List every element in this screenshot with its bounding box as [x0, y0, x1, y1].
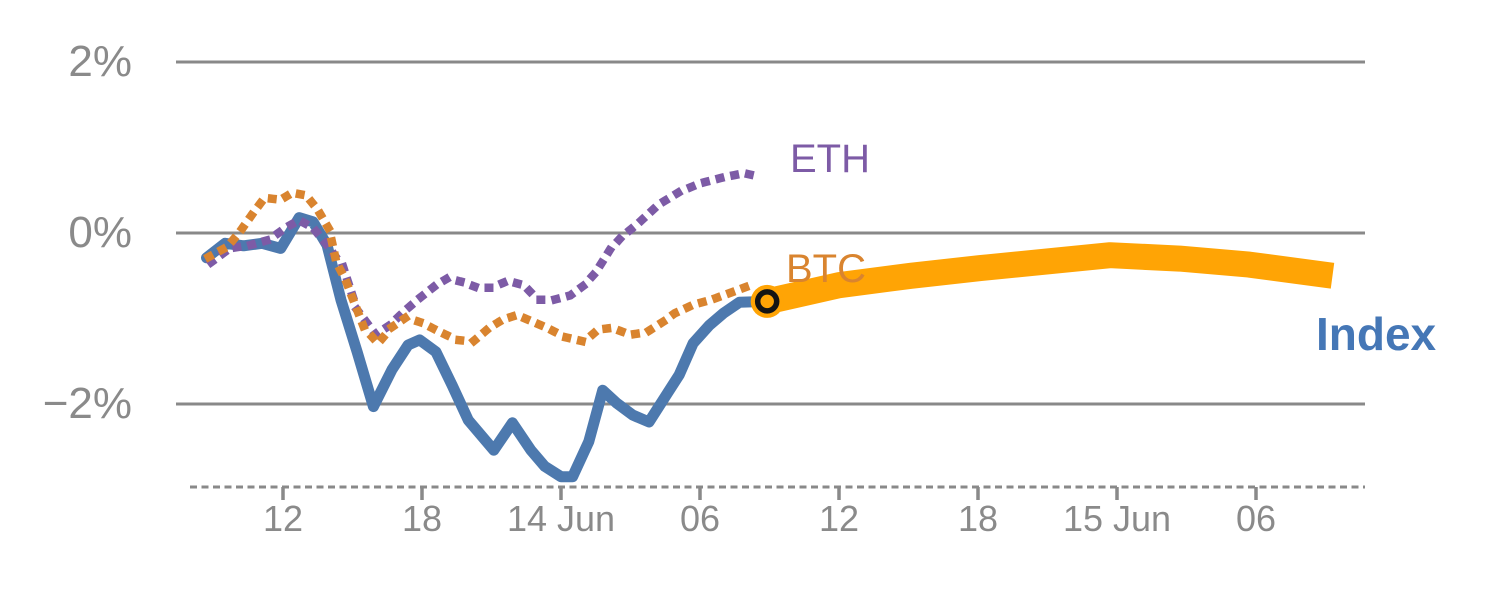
y-tick-label: 2% [68, 37, 132, 86]
y-axis-labels: 2% 0% −2% [43, 37, 132, 428]
x-tick-label: 15 Jun [1063, 498, 1171, 539]
index-projection-line [764, 242, 1335, 315]
eth-label: ETH [790, 137, 870, 181]
x-tick-label: 12 [263, 498, 303, 539]
x-tick-label: 18 [402, 498, 442, 539]
index-label: Index [1316, 308, 1437, 360]
index-line [201, 212, 773, 483]
x-tick-label: 12 [819, 498, 859, 539]
btc-line [203, 188, 755, 348]
y-tick-label: 0% [68, 208, 132, 257]
x-tick-label: 06 [1236, 498, 1276, 539]
eth-line [205, 168, 768, 339]
x-tick-label: 18 [958, 498, 998, 539]
btc-label: BTC [786, 247, 866, 291]
current-point-marker [750, 284, 784, 318]
marker-ring [754, 289, 780, 314]
y-tick-label: −2% [43, 379, 132, 428]
x-tick-label: 06 [680, 498, 720, 539]
x-axis: 12 18 14 Jun 06 12 18 15 Jun 06 [190, 485, 1365, 539]
x-tick-label: 14 Jun [507, 498, 615, 539]
